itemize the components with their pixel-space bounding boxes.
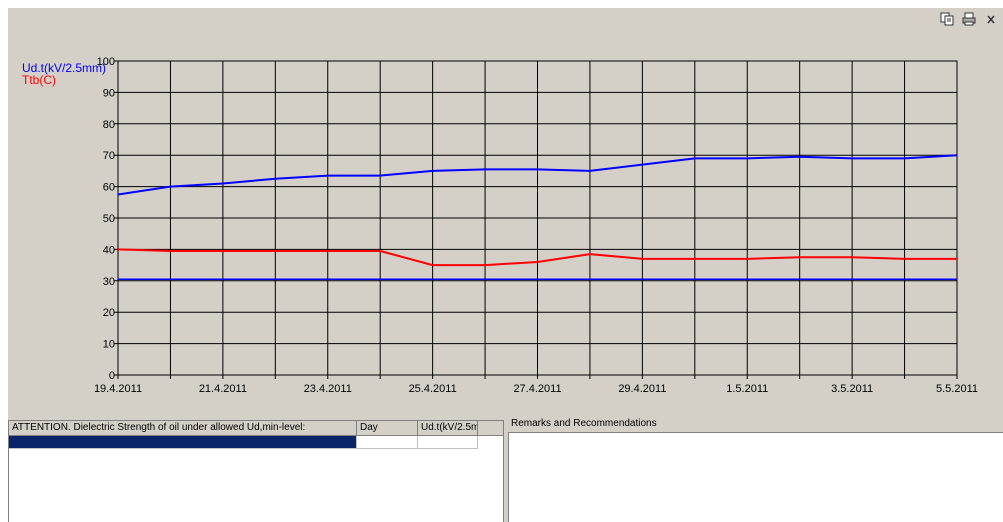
x-tick-label: 3.5.2011 <box>831 383 873 395</box>
y-tick-label: 50 <box>103 213 115 225</box>
header-day[interactable]: Day <box>357 421 418 435</box>
x-tick-label: 25.4.2011 <box>409 383 457 395</box>
y-tick-label: 60 <box>103 182 115 194</box>
y-tick-label: 0 <box>109 370 115 382</box>
trend-chart: 0 10 20 30 40 50 60 70 80 90 100 19.4.2011 21.4.2011… <box>22 56 978 395</box>
y-tick-label: 100 <box>97 56 115 68</box>
y-tick-label: 30 <box>103 276 115 288</box>
series-line-0 <box>117 154 958 196</box>
x-tick-label: 5.5.2011 <box>936 383 978 395</box>
y-tick-label: 10 <box>103 339 115 351</box>
remarks-title: Remarks and Recommendations <box>508 418 1003 432</box>
remarks-panel: Remarks and Recommendations <box>508 418 1003 522</box>
header-attention[interactable]: ATTENTION. Dielectric Strength of oil un… <box>9 421 357 435</box>
copy-icon[interactable] <box>939 11 955 27</box>
day-cell[interactable] <box>357 436 418 449</box>
x-tick-label: 19.4.2011 <box>94 383 142 395</box>
x-tick-label: 21.4.2011 <box>199 383 247 395</box>
ud-cell[interactable] <box>418 436 478 449</box>
selected-cell[interactable] <box>9 436 357 449</box>
panel-splitter[interactable] <box>504 408 508 522</box>
x-tick-label: 27.4.2011 <box>513 383 561 395</box>
x-tick-label: 1.5.2011 <box>726 383 768 395</box>
y-tick-label: 70 <box>103 150 115 162</box>
close-icon[interactable] <box>983 11 999 27</box>
attention-table: ATTENTION. Dielectric Strength of oil un… <box>8 420 504 522</box>
legend-ud: Ud.t(kV/2.5mm) <box>22 61 106 75</box>
legend-temp: Ttb(C) <box>22 73 56 87</box>
y-tick-label: 40 <box>103 244 115 256</box>
y-tick-label: 20 <box>103 307 115 319</box>
x-tick-label: 23.4.2011 <box>304 383 352 395</box>
remarks-textarea[interactable] <box>508 432 1003 522</box>
y-tick-label: 80 <box>103 119 115 131</box>
header-ud[interactable]: Ud.t(kV/2.5mm <box>418 421 478 435</box>
table-row[interactable] <box>9 436 503 449</box>
print-icon[interactable] <box>961 11 977 27</box>
series-line-1 <box>117 248 957 267</box>
chart-panel: 0 10 20 30 40 50 60 70 80 90 100 19.4.2011 21.4.2011… <box>8 8 1003 408</box>
y-tick-label: 90 <box>103 87 115 99</box>
x-tick-label: 29.4.2011 <box>618 383 666 395</box>
chart-toolbar <box>939 8 1003 30</box>
table-header: ATTENTION. Dielectric Strength of oil un… <box>9 421 503 436</box>
